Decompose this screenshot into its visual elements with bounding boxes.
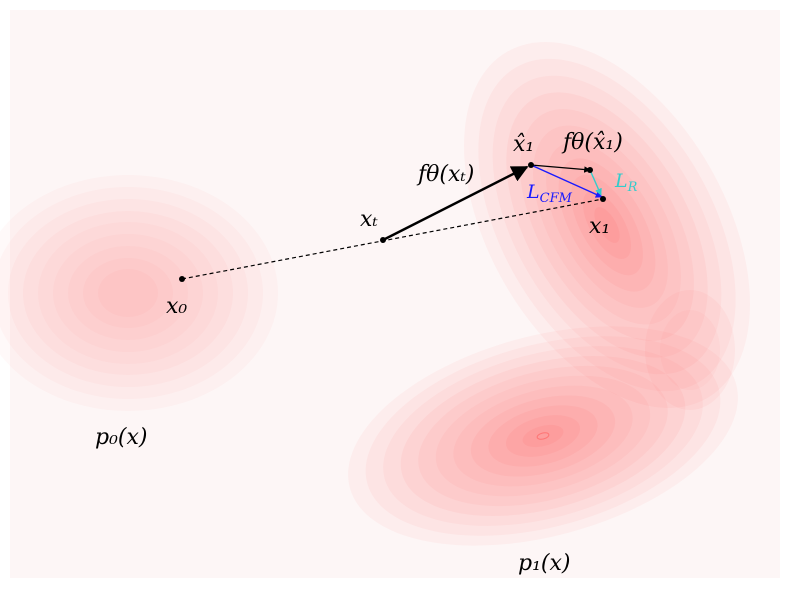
label-r-loss: LR xyxy=(614,170,638,195)
point-f-x1-hat xyxy=(587,167,593,173)
flow-arrow-xt xyxy=(382,165,529,242)
label-cfm-loss: LCFM xyxy=(526,181,573,206)
p1-density-bridge xyxy=(645,290,735,410)
label-x1-hat: x̂₁ xyxy=(513,132,534,157)
point-x1-hat xyxy=(528,162,534,168)
point-x1 xyxy=(600,196,606,202)
interpolation-path xyxy=(181,198,604,280)
label-x0: x₀ xyxy=(166,294,187,319)
label-xt: xₜ xyxy=(360,207,378,232)
r-loss-line xyxy=(589,169,602,196)
label-p0: p₀(x) xyxy=(95,425,147,450)
p1-density-upper-lobe xyxy=(464,42,750,408)
point-xt xyxy=(380,237,386,243)
p1-density-lower-lobe xyxy=(348,326,738,546)
plot-background xyxy=(10,10,780,578)
point-x0 xyxy=(179,276,185,282)
label-x1: x₁ xyxy=(589,214,610,239)
flow-arrow-x1-hat xyxy=(530,164,591,173)
label-p1: p₁(x) xyxy=(518,551,570,576)
cfm-loss-line xyxy=(530,164,603,198)
label-f-xt: fθ(xₜ) xyxy=(416,162,474,187)
label-f-x1-hat: fθ(x̂₁) xyxy=(561,130,623,155)
